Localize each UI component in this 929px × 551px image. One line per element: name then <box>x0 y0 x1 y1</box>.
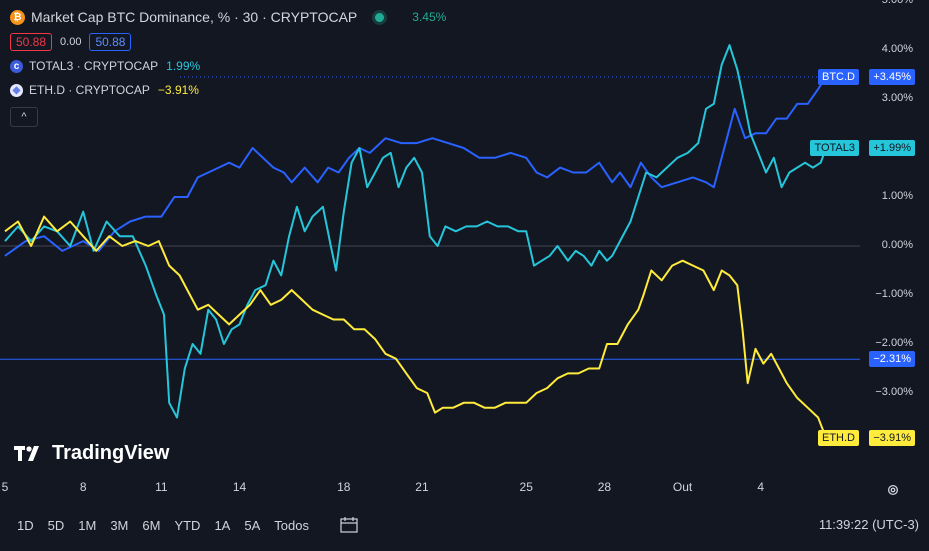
range-button-5d[interactable]: 5D <box>47 517 65 533</box>
series-name-tag: TOTAL3 <box>810 140 859 157</box>
time-range-group: 1D 5D 1M 3M 6M YTD 1A 5A Todos <box>10 518 316 533</box>
x-tick-label: 11 <box>155 480 168 494</box>
range-button-todos[interactable]: Todos <box>274 517 309 533</box>
comparison-row-total3[interactable]: c TOTAL3 · CRYPTOCAP 1.99% <box>10 55 446 77</box>
y-tick-label: 1.00% <box>881 190 913 202</box>
comparison-name: ETH.D · CRYPTOCAP <box>29 83 150 97</box>
tradingview-mark-icon <box>14 445 39 461</box>
y-tick-label: 0.00% <box>881 239 913 251</box>
x-tick-label: 25 <box>519 480 533 494</box>
range-button-3m[interactable]: 3M <box>110 517 129 533</box>
x-tick-label: 5 <box>1 480 9 494</box>
ohlc-row: 50.88 0.00 50.88 <box>10 31 446 53</box>
series-line-ethd <box>4 215 827 438</box>
y-tick-label: 4.00% <box>881 43 913 55</box>
eth-icon: ◆ <box>10 83 23 97</box>
range-button-ytd[interactable]: YTD <box>174 517 201 533</box>
chart-plot[interactable] <box>0 0 929 500</box>
series-value-tag: +1.99% <box>869 140 915 157</box>
x-tick-label: 18 <box>337 480 351 494</box>
x-tick-label: 14 <box>232 480 247 494</box>
crosshair-value-tag: −2.31% <box>869 351 915 368</box>
y-tick-label: 5.00% <box>881 0 913 6</box>
clock[interactable]: 11:39:22 (UTC-3) <box>818 517 919 532</box>
collapse-legend-button[interactable]: ^ <box>10 107 38 127</box>
x-tick-label: Out <box>672 480 693 494</box>
series-name-tag: ETH.D <box>818 429 859 446</box>
brand-name: TradingView <box>52 442 170 464</box>
y-tick-label: 3.00% <box>881 92 913 104</box>
x-tick-label: 8 <box>79 480 87 494</box>
main-series-title: Market Cap BTC Dominance, % · 30 · CRYPT… <box>31 9 358 25</box>
range-button-6m[interactable]: 6M <box>142 517 161 533</box>
total3-icon: c <box>10 59 23 73</box>
range-button-1d[interactable]: 1D <box>17 517 34 533</box>
bottom-toolbar: 1D 5D 1M 3M 6M YTD 1A 5A Todos 11:39:22 (UTC-3) <box>0 510 929 540</box>
series-value-tag: +3.45% <box>869 68 915 85</box>
calendar-icon[interactable] <box>340 517 358 533</box>
main-series-row[interactable]: ₿ Market Cap BTC Dominance, % · 30 · CRY… <box>10 6 446 28</box>
y-tick-label: −2.00% <box>875 337 913 349</box>
series-line-btcd <box>4 76 827 257</box>
live-status-icon <box>375 12 385 22</box>
comparison-name: TOTAL3 · CRYPTOCAP <box>29 59 159 73</box>
series-value-tag: −3.91% <box>869 429 915 446</box>
chevron-up-icon: ^ <box>21 111 27 123</box>
series-name-tag: BTC.D <box>818 68 859 85</box>
gear-icon[interactable] <box>886 483 900 497</box>
comparison-value: −3.91% <box>157 83 199 97</box>
range-button-1a[interactable]: 1A <box>214 517 231 533</box>
x-tick-label: 21 <box>415 480 429 494</box>
range-button-1m[interactable]: 1M <box>78 517 97 533</box>
y-tick-label: −1.00% <box>875 288 913 300</box>
open-value: 50.88 <box>10 33 53 51</box>
main-change-value: 3.45% <box>412 10 447 24</box>
x-axis[interactable]: 5 8 11 14 18 21 25 28 Out 4 <box>0 480 880 500</box>
range-button-5a[interactable]: 5A <box>244 517 261 533</box>
series-line-total3 <box>4 44 827 419</box>
bitcoin-icon: ₿ <box>10 9 25 25</box>
tradingview-logo[interactable]: TradingView <box>14 442 169 465</box>
x-tick-label: 4 <box>757 480 765 494</box>
x-tick-label: 28 <box>597 480 612 494</box>
comparison-row-eth[interactable]: ◆ ETH.D · CRYPTOCAP −3.91% <box>10 79 446 101</box>
close-value: 50.88 <box>89 33 132 51</box>
legend: ₿ Market Cap BTC Dominance, % · 30 · CRY… <box>10 6 446 127</box>
mid-value: 0.00 <box>60 36 82 48</box>
comparison-value: 1.99% <box>166 59 201 73</box>
y-tick-label: −3.00% <box>875 386 913 398</box>
